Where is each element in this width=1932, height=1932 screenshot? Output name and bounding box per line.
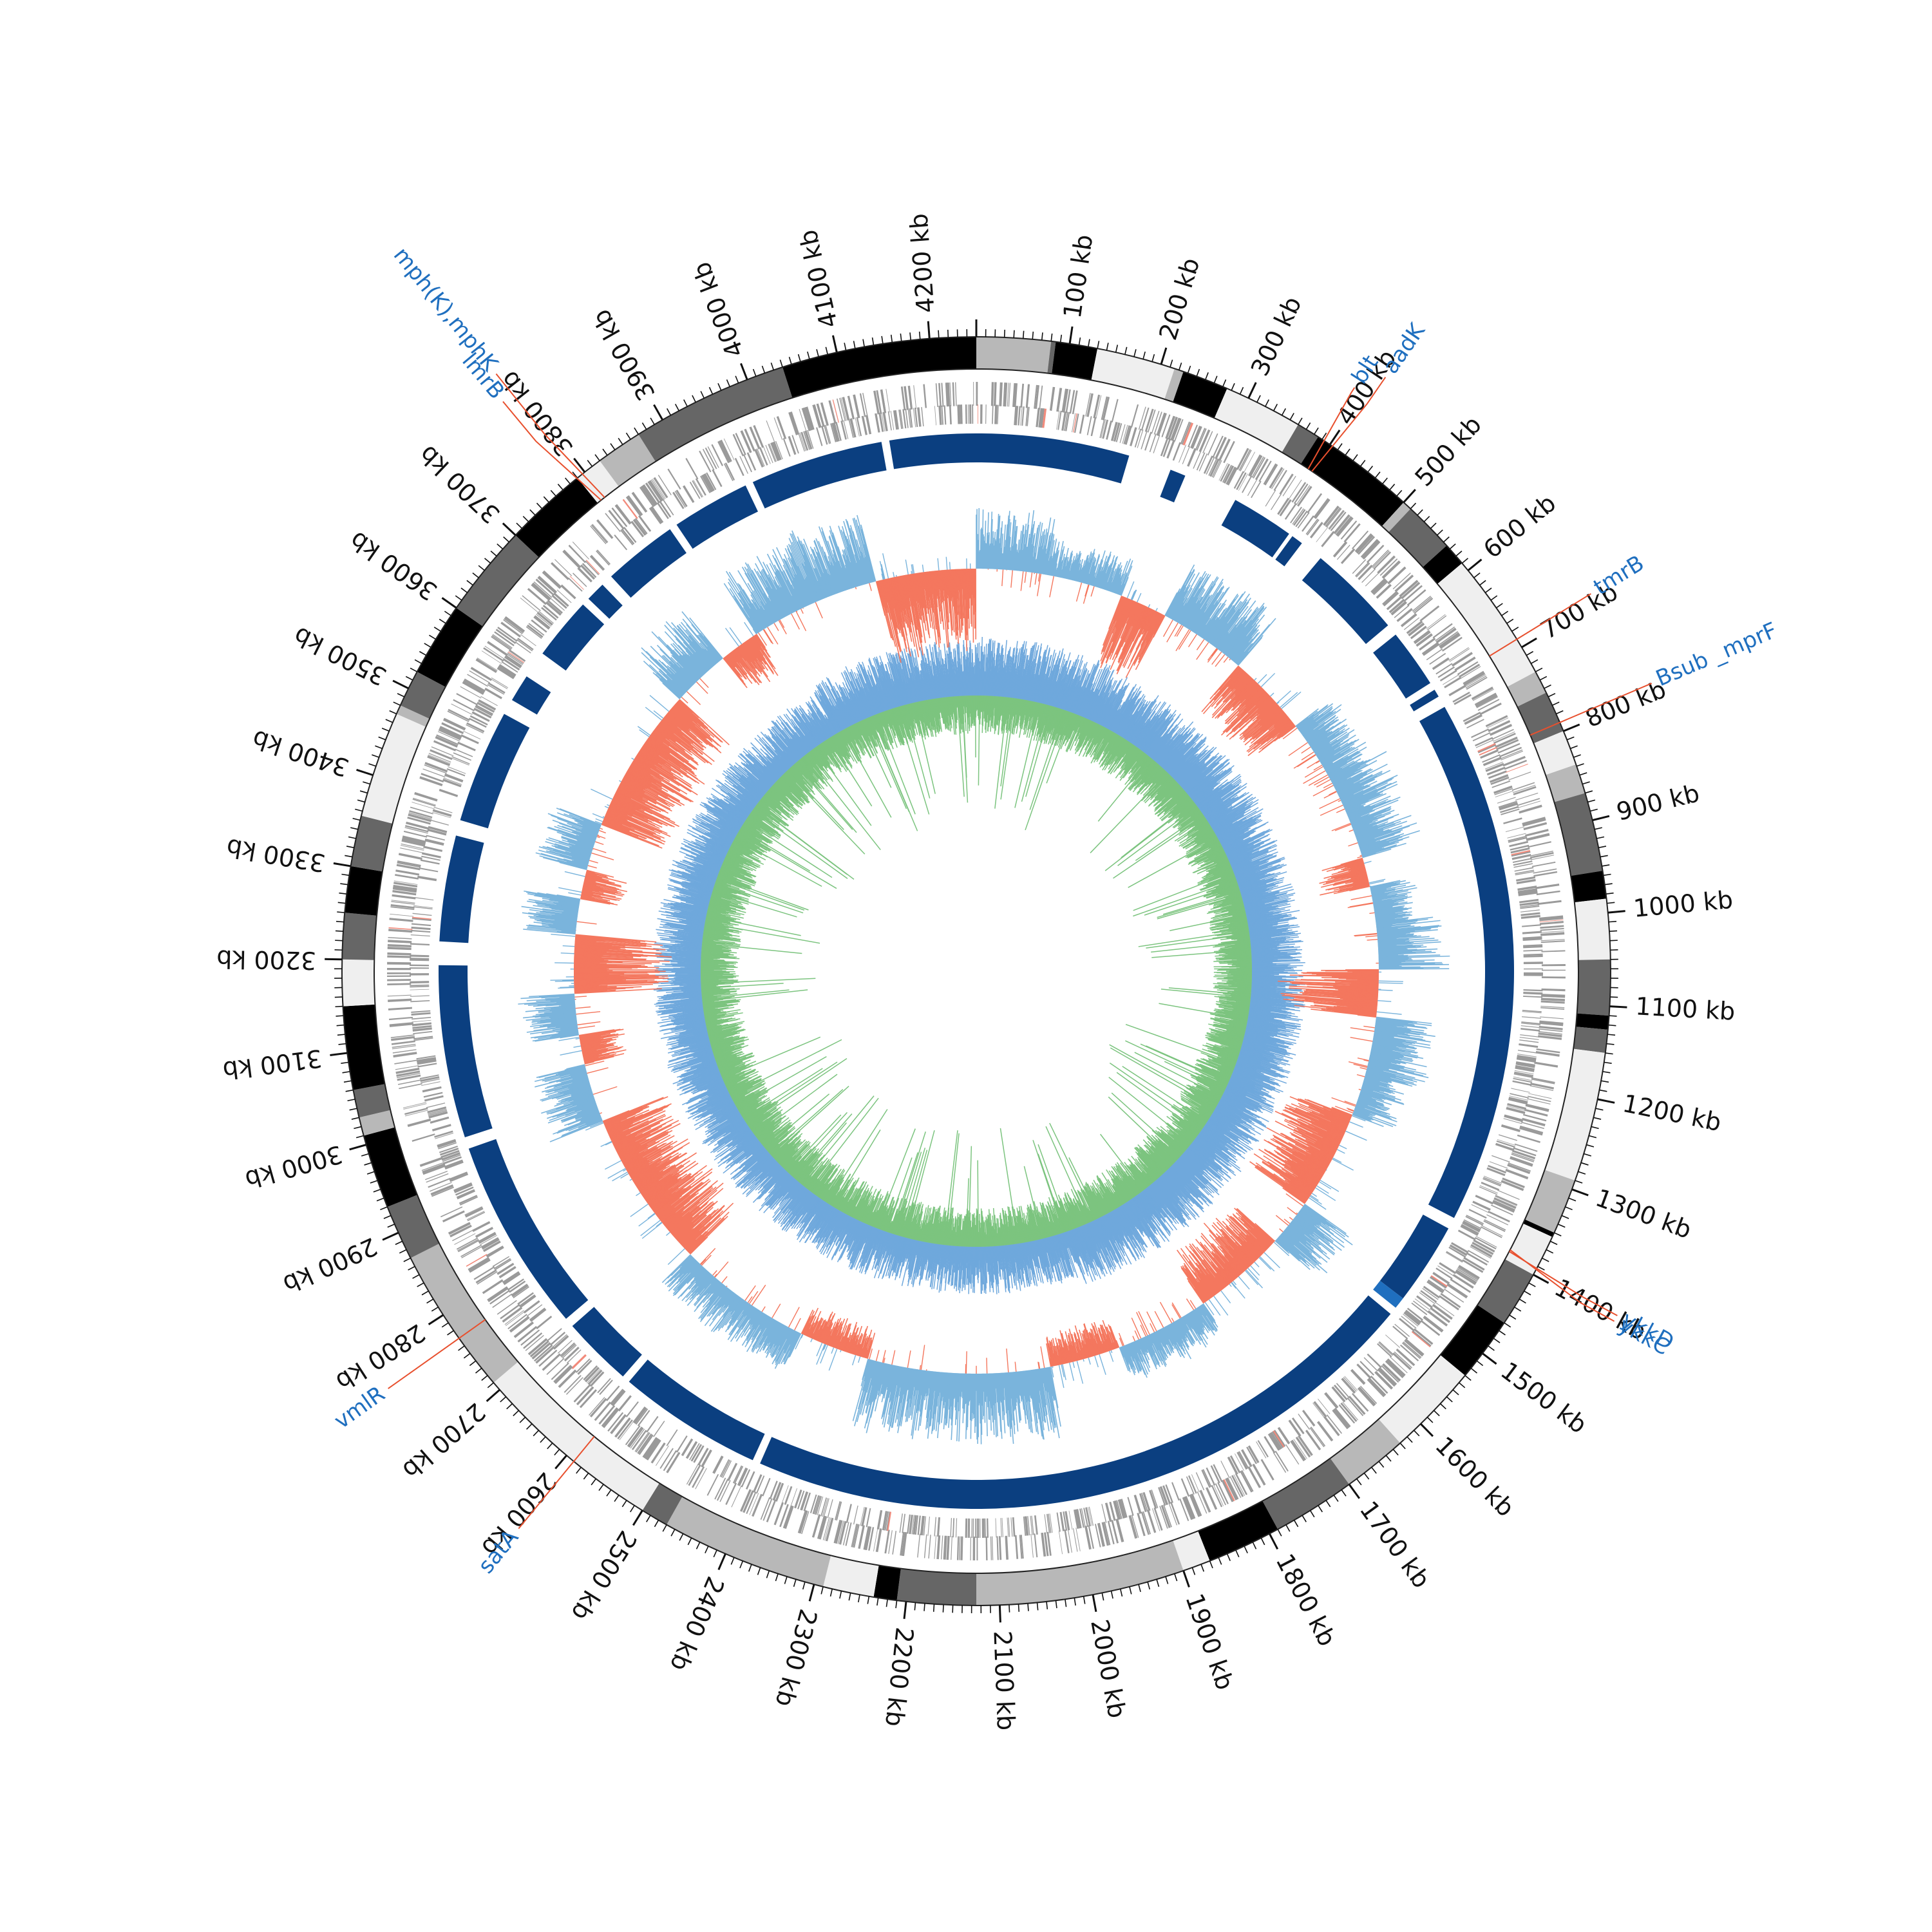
- gc-skew-track: [653, 636, 1305, 1294]
- gc-skew-bar: [978, 696, 980, 786]
- gc-skew-bar: [1104, 801, 1195, 871]
- gc-skew-bar: [1135, 813, 1203, 861]
- gc-skew-bar: [1162, 890, 1240, 915]
- gc-skew-bar: [1113, 815, 1205, 879]
- gc-skew-bar: [1021, 705, 1048, 802]
